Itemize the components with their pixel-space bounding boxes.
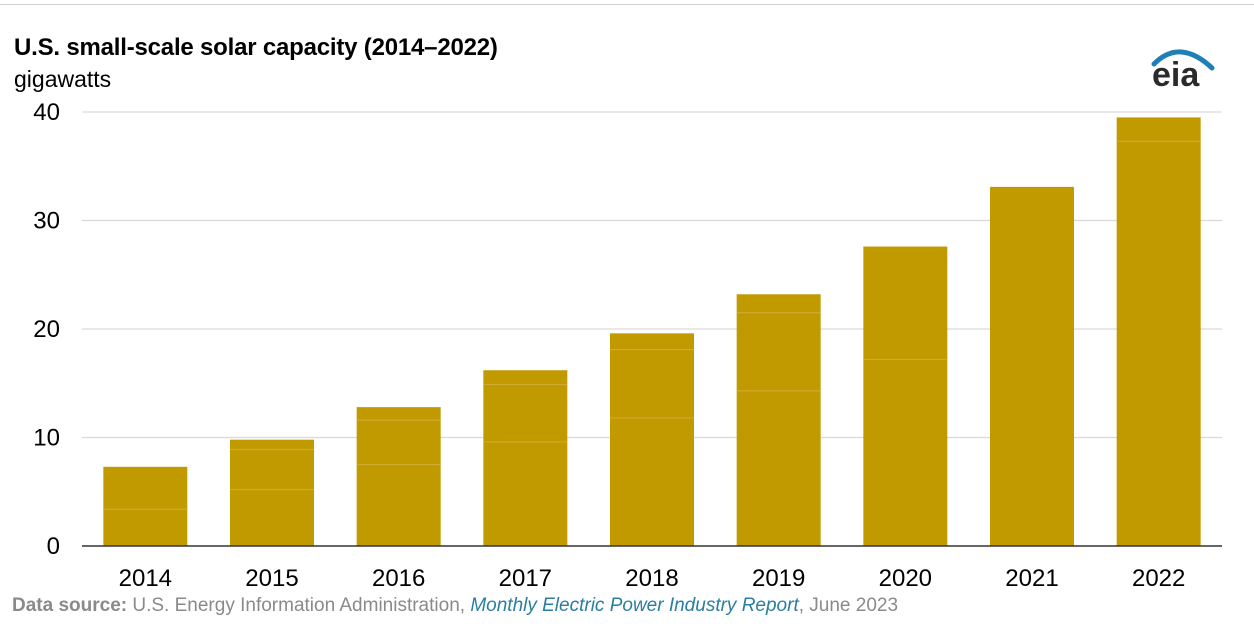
- bar-2017: [483, 370, 568, 546]
- x-tick-label-2021: 2021: [1005, 565, 1058, 592]
- bar-2016: [356, 407, 441, 546]
- eia-logo-icon: [1151, 49, 1215, 71]
- bar-2014: [103, 466, 188, 546]
- x-tick-label-2020: 2020: [879, 565, 932, 592]
- bar-2022: [1116, 117, 1201, 547]
- data-source-label: Data source:: [12, 595, 128, 616]
- x-tick-label-2017: 2017: [499, 565, 552, 592]
- x-tick-label-2014: 2014: [119, 565, 172, 592]
- x-tick-label-2016: 2016: [372, 565, 425, 592]
- bar-2015: [230, 439, 314, 546]
- y-tick-label-20: 20: [33, 316, 60, 343]
- y-tick-label-10: 10: [33, 425, 60, 452]
- eia-logo: eia: [1142, 42, 1222, 96]
- bar-2021: [990, 186, 1074, 547]
- data-source-report: Monthly Electric Power Industry Report: [470, 595, 799, 616]
- y-tick-label-0: 0: [47, 533, 60, 560]
- x-tick-label-2019: 2019: [752, 565, 805, 592]
- chart-unit-label: gigawatts: [14, 66, 112, 92]
- bar-2020: [863, 246, 948, 547]
- x-tick-label-2015: 2015: [245, 565, 298, 592]
- data-source-date: , June 2023: [798, 595, 899, 616]
- bar-2018: [610, 333, 694, 546]
- data-source-agency: U.S. Energy Information Administration,: [127, 595, 471, 616]
- top-rule: [0, 4, 1254, 5]
- x-tick-label-2018: 2018: [625, 565, 678, 592]
- bar-2019: [736, 294, 821, 546]
- x-tick-label-2022: 2022: [1132, 565, 1185, 592]
- y-tick-label-40: 40: [33, 99, 60, 126]
- y-tick-label-30: 30: [33, 208, 60, 235]
- eia-logo-text: eia: [1152, 56, 1200, 94]
- data-source: Data source: U.S. Energy Information Adm…: [12, 595, 898, 617]
- chart-title: U.S. small-scale solar capacity (2014–20…: [14, 34, 498, 61]
